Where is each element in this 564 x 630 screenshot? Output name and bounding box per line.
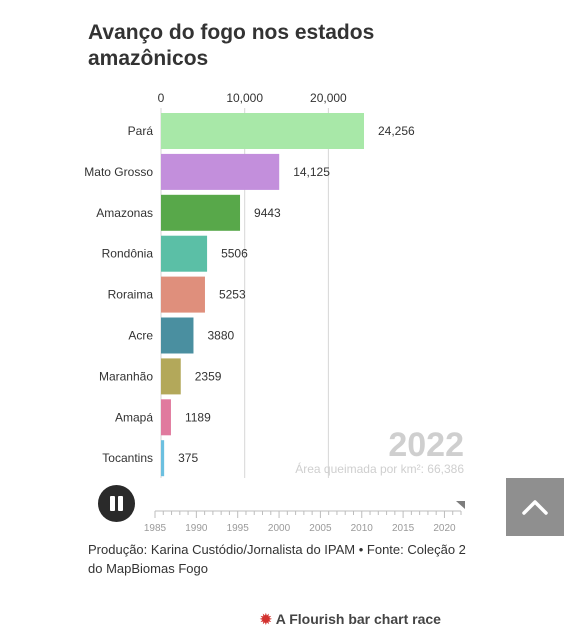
bar-row: Rondônia 5506 [102,235,248,272]
timeline-tick-label: 2005 [309,523,332,534]
bar [161,153,280,190]
value-label: 3880 [207,329,234,343]
bar [161,358,181,395]
category-label: Roraima [108,288,154,302]
bar-row: Maranhão 2359 [99,358,222,395]
timeline-tick-label: 2000 [268,523,291,534]
category-label: Acre [128,329,153,343]
current-year: 2022 [388,426,464,464]
bar [161,317,194,354]
value-label: 24,256 [378,124,415,138]
flourish-label: A Flourish bar chart race [275,611,441,627]
category-label: Rondônia [102,247,154,261]
credits-text: Produção: Karina Custódio/Jornalista do … [88,542,466,576]
timeline-tick-label: 1995 [227,523,250,534]
bar-row: Amapá 1189 [115,399,211,436]
bar-row: Mato Grosso 14,125 [84,153,330,190]
category-label: Amazonas [96,206,153,220]
value-label: 1189 [185,410,211,424]
bar [161,194,241,231]
bar-row: Roraima 5253 [108,276,246,313]
category-label: Tocantins [102,451,153,465]
timeline-handle[interactable] [456,501,465,509]
bar [161,276,205,313]
flourish-link[interactable]: ✹ A Flourish bar chart race [260,611,441,628]
bar [161,235,208,272]
value-label: 14,125 [293,165,330,179]
value-label: 5506 [221,247,248,261]
timeline-tick-label: 1990 [185,523,208,534]
bar [161,113,364,149]
timeline-tick-label: 2015 [392,523,415,534]
bar-chart: 0 10,000 20,000 Pará 24,256 Mato Grosso 14,12… [84,91,465,534]
chevron-up-icon [522,500,548,515]
category-label: Maranhão [99,369,153,383]
flourish-logo-icon: ✹ [260,611,272,627]
timeline-tick-label: 2020 [433,523,456,534]
category-label: Pará [128,124,154,138]
timeline-tick-label: 2010 [351,523,374,534]
x-tick-label: 10,000 [226,91,263,105]
bar-row: Pará 24,256 [128,113,415,149]
bar-row: Amazonas 9443 [96,194,281,231]
value-label: 375 [178,451,198,465]
category-label: Amapá [115,410,153,424]
value-label: 5253 [219,288,246,302]
bar [161,440,165,477]
pause-button[interactable] [98,485,135,522]
bar-row: Tocantins 375 [102,440,198,477]
bar-row: Acre 3880 [128,317,234,354]
bar [161,399,171,436]
burned-area-total: Área queimada por km²: 66,386 [295,462,464,476]
chart-title: Avanço do fogo nos estados amazônicos [88,21,375,70]
x-tick-label: 20,000 [310,91,347,105]
value-label: 2359 [195,369,222,383]
category-label: Mato Grosso [84,165,153,179]
x-tick-label: 0 [158,91,165,105]
value-label: 9443 [254,206,281,220]
scroll-top-button[interactable] [506,478,564,536]
timeline-tick-label: 1985 [144,523,167,534]
